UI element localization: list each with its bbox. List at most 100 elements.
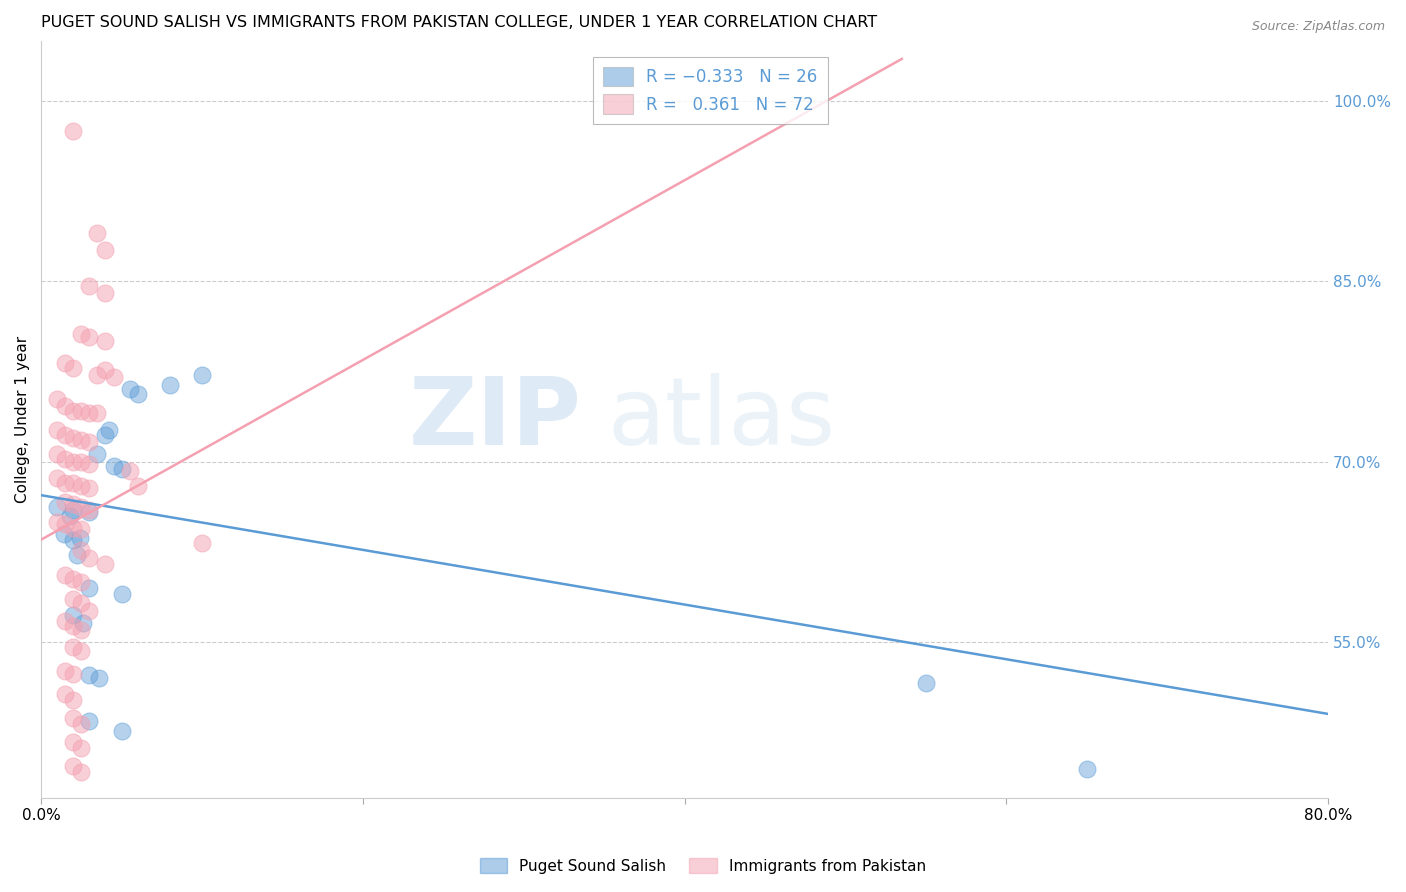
Text: Source: ZipAtlas.com: Source: ZipAtlas.com bbox=[1251, 20, 1385, 33]
Point bbox=[79, 279, 101, 293]
Point bbox=[62, 430, 84, 444]
Point bbox=[191, 368, 214, 382]
Point bbox=[62, 533, 84, 547]
Point bbox=[94, 557, 117, 571]
Text: PUGET SOUND SALISH VS IMMIGRANTS FROM PAKISTAN COLLEGE, UNDER 1 YEAR CORRELATION: PUGET SOUND SALISH VS IMMIGRANTS FROM PA… bbox=[41, 15, 877, 30]
Point bbox=[62, 521, 84, 535]
Point bbox=[69, 532, 91, 546]
Point bbox=[79, 714, 101, 728]
Point bbox=[52, 526, 75, 541]
Point bbox=[79, 407, 101, 421]
Point bbox=[79, 668, 101, 682]
Point bbox=[79, 603, 101, 617]
Point bbox=[62, 640, 84, 654]
Point bbox=[94, 334, 117, 349]
Point bbox=[62, 497, 84, 511]
Point bbox=[79, 329, 101, 343]
Point bbox=[53, 686, 76, 700]
Point bbox=[62, 692, 84, 706]
Point bbox=[53, 615, 76, 629]
Text: atlas: atlas bbox=[607, 374, 835, 466]
Point bbox=[97, 423, 120, 437]
Point bbox=[53, 356, 76, 370]
Point bbox=[62, 124, 84, 138]
Point bbox=[79, 581, 101, 595]
Point bbox=[46, 500, 69, 515]
Point bbox=[118, 464, 141, 478]
Point bbox=[915, 675, 938, 690]
Point bbox=[53, 428, 76, 442]
Text: ZIP: ZIP bbox=[409, 374, 582, 466]
Point bbox=[103, 370, 125, 384]
Point bbox=[110, 723, 132, 738]
Point bbox=[59, 508, 82, 523]
Point bbox=[70, 740, 93, 755]
Point bbox=[62, 667, 84, 681]
Point bbox=[62, 502, 84, 516]
Point bbox=[94, 428, 117, 442]
Point bbox=[86, 368, 108, 382]
Point bbox=[127, 478, 149, 492]
Point bbox=[94, 286, 117, 301]
Point bbox=[62, 608, 84, 623]
Point bbox=[53, 516, 76, 531]
Point bbox=[53, 476, 76, 491]
Point bbox=[46, 392, 69, 406]
Point bbox=[86, 447, 108, 461]
Point bbox=[70, 522, 93, 536]
Point bbox=[53, 452, 76, 467]
Point bbox=[1076, 762, 1098, 776]
Point bbox=[118, 383, 141, 397]
Point bbox=[87, 671, 110, 685]
Point bbox=[86, 226, 108, 240]
Point bbox=[70, 716, 93, 731]
Point bbox=[70, 327, 93, 342]
Point bbox=[70, 478, 93, 492]
Point bbox=[79, 502, 101, 516]
Point bbox=[86, 407, 108, 421]
Point bbox=[65, 549, 87, 563]
Point bbox=[159, 377, 181, 392]
Legend: Puget Sound Salish, Immigrants from Pakistan: Puget Sound Salish, Immigrants from Paki… bbox=[474, 852, 932, 880]
Point bbox=[62, 404, 84, 418]
Legend: R = −0.333   N = 26, R =   0.361   N = 72: R = −0.333 N = 26, R = 0.361 N = 72 bbox=[593, 57, 828, 124]
Point bbox=[70, 500, 93, 515]
Point bbox=[70, 764, 93, 779]
Point bbox=[53, 495, 76, 509]
Point bbox=[70, 596, 93, 610]
Point bbox=[79, 435, 101, 450]
Point bbox=[94, 243, 117, 257]
Point bbox=[70, 644, 93, 658]
Y-axis label: College, Under 1 year: College, Under 1 year bbox=[15, 336, 30, 503]
Point bbox=[79, 457, 101, 471]
Point bbox=[62, 454, 84, 468]
Point bbox=[62, 360, 84, 375]
Point bbox=[79, 481, 101, 495]
Point bbox=[53, 567, 76, 582]
Point bbox=[46, 447, 69, 461]
Point bbox=[62, 619, 84, 633]
Point bbox=[110, 462, 132, 476]
Point bbox=[191, 536, 214, 550]
Point bbox=[79, 550, 101, 565]
Point bbox=[110, 587, 132, 601]
Point bbox=[46, 471, 69, 485]
Point bbox=[72, 615, 94, 630]
Point bbox=[53, 664, 76, 678]
Point bbox=[127, 387, 149, 401]
Point bbox=[62, 591, 84, 606]
Point bbox=[62, 734, 84, 748]
Point bbox=[62, 710, 84, 724]
Point bbox=[79, 505, 101, 519]
Point bbox=[46, 423, 69, 437]
Point bbox=[70, 574, 93, 589]
Point bbox=[70, 433, 93, 447]
Point bbox=[94, 363, 117, 377]
Point bbox=[53, 399, 76, 413]
Point bbox=[103, 459, 125, 474]
Point bbox=[46, 515, 69, 529]
Point bbox=[70, 454, 93, 468]
Point bbox=[62, 758, 84, 772]
Point bbox=[70, 404, 93, 418]
Point bbox=[62, 572, 84, 586]
